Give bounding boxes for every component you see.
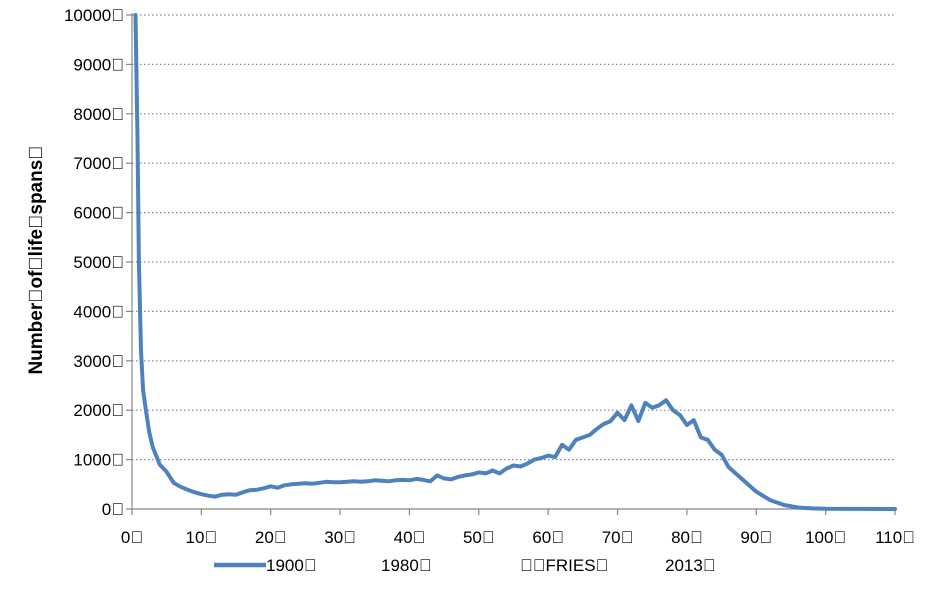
x-tick-label: 110 : [875, 528, 915, 547]
y-tick-label: 4000 : [73, 302, 124, 321]
legend-label: 2013 : [665, 556, 716, 575]
x-tick-label: 40 : [394, 528, 426, 547]
gridlines: [132, 14, 895, 461]
x-tick-labels: 0  10  20  30  40  50  60  70  80  90  100  110 : [121, 528, 915, 547]
x-tick-label: 60 : [532, 528, 564, 547]
y-tick-label: 7000 : [73, 154, 124, 173]
x-tick-label: 30 : [324, 528, 356, 547]
y-axis-title: Number of life spans : [26, 145, 47, 374]
y-tick-label: 1000 : [73, 451, 124, 470]
y-tick-label: 0 : [102, 500, 124, 519]
x-tick-label: 70 : [602, 528, 634, 547]
y-tick-label: 10000 : [64, 6, 124, 25]
x-tick-label: 10 : [186, 528, 218, 547]
x-tick-label: 20 : [255, 528, 287, 547]
series-line-0: [133, 13, 897, 511]
series-group: [133, 13, 897, 511]
y-tick-label: 8000 : [73, 105, 124, 124]
legend-label: 1900 : [266, 556, 317, 575]
axes: [126, 13, 896, 515]
y-tick-label: 6000 : [73, 204, 124, 223]
x-tick-label: 80 : [671, 528, 703, 547]
y-tick-label: 3000 : [73, 352, 124, 371]
legend-label:   FRIES : [520, 556, 608, 575]
y-tick-labels: 0  1000  2000  3000  4000  5000  6000  7000  800…: [64, 6, 124, 519]
y-tick-label: 9000 : [73, 55, 124, 74]
x-tick-label: 100 : [805, 528, 846, 547]
x-tick-label: 50 : [463, 528, 495, 547]
x-tick-label: 0 : [121, 528, 143, 547]
y-tick-label: 5000 : [73, 253, 124, 272]
y-tick-label: 2000 : [73, 401, 124, 420]
x-tick-label: 90 : [740, 528, 772, 547]
legend: 1900  1980    FRIES  2013 : [214, 556, 716, 575]
legend-label: 1980 : [381, 556, 432, 575]
